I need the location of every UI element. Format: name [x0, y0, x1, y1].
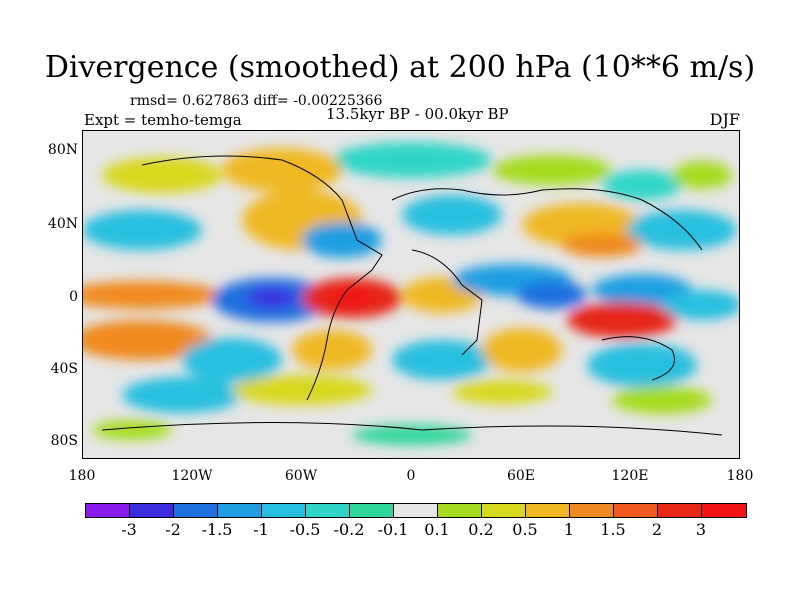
x-tick-60e: 60E — [506, 468, 536, 484]
colorbar-label: -0.2 — [333, 520, 365, 539]
x-tick-180e: 180 — [726, 468, 754, 484]
y-tick-80s: 80S — [50, 433, 78, 449]
colorbar-label: 0.1 — [424, 520, 450, 539]
colorbar-swatch — [438, 504, 482, 517]
colorbar-swatch — [218, 504, 262, 517]
colorbar-label: -1.5 — [201, 520, 233, 539]
colorbar — [85, 503, 747, 518]
y-tick-80n: 80N — [47, 142, 78, 158]
colorbar-swatch — [174, 504, 218, 517]
colorbar-swatch — [350, 504, 394, 517]
rmsd-diff-stats: rmsd= 0.627863 diff= -0.00225366 — [130, 93, 383, 109]
x-tick-0: 0 — [406, 468, 416, 484]
colorbar-label: -0.1 — [377, 520, 409, 539]
colorbar-swatch — [482, 504, 526, 517]
colorbar-swatch — [394, 504, 438, 517]
colorbar-swatch — [306, 504, 350, 517]
map-title: Divergence (smoothed) at 200 hPa (10**6 … — [44, 50, 756, 85]
colorbar-label: 1.5 — [600, 520, 626, 539]
colorbar-swatch — [262, 504, 306, 517]
colorbar-label: 0.2 — [468, 520, 494, 539]
colorbar-label: 2 — [651, 520, 663, 539]
colorbar-swatch — [130, 504, 174, 517]
x-tick-120w: 120W — [171, 468, 213, 484]
colorbar-swatch — [658, 504, 702, 517]
colorbar-label: -1 — [253, 520, 269, 539]
colorbar-label: -3 — [121, 520, 137, 539]
divergence-blobs — [82, 142, 740, 445]
y-tick-0: 0 — [69, 289, 78, 305]
colorbar-label: -2 — [165, 520, 181, 539]
x-tick-120e: 120E — [611, 468, 649, 484]
colorbar-swatch — [702, 504, 746, 517]
period-label: 13.5kyr BP - 00.0kyr BP — [326, 105, 509, 123]
season-label: DJF — [709, 110, 740, 129]
divergence-map — [82, 130, 740, 459]
colorbar-swatch — [526, 504, 570, 517]
colorbar-swatch — [614, 504, 658, 517]
colorbar-label: 3 — [695, 520, 707, 539]
colorbar-label: 1 — [563, 520, 575, 539]
x-tick-180w: 180 — [68, 468, 96, 484]
colorbar-label: 0.5 — [512, 520, 538, 539]
divergence-field — [82, 142, 740, 445]
y-tick-40s: 40S — [50, 361, 78, 377]
x-tick-60w: 60W — [284, 468, 318, 484]
colorbar-swatch — [86, 504, 130, 517]
y-tick-40n: 40N — [47, 216, 78, 232]
coastlines — [101, 155, 723, 436]
colorbar-label: -0.5 — [289, 520, 321, 539]
experiment-label: Expt = temho-temga — [84, 111, 242, 129]
colorbar-swatch — [570, 504, 614, 517]
